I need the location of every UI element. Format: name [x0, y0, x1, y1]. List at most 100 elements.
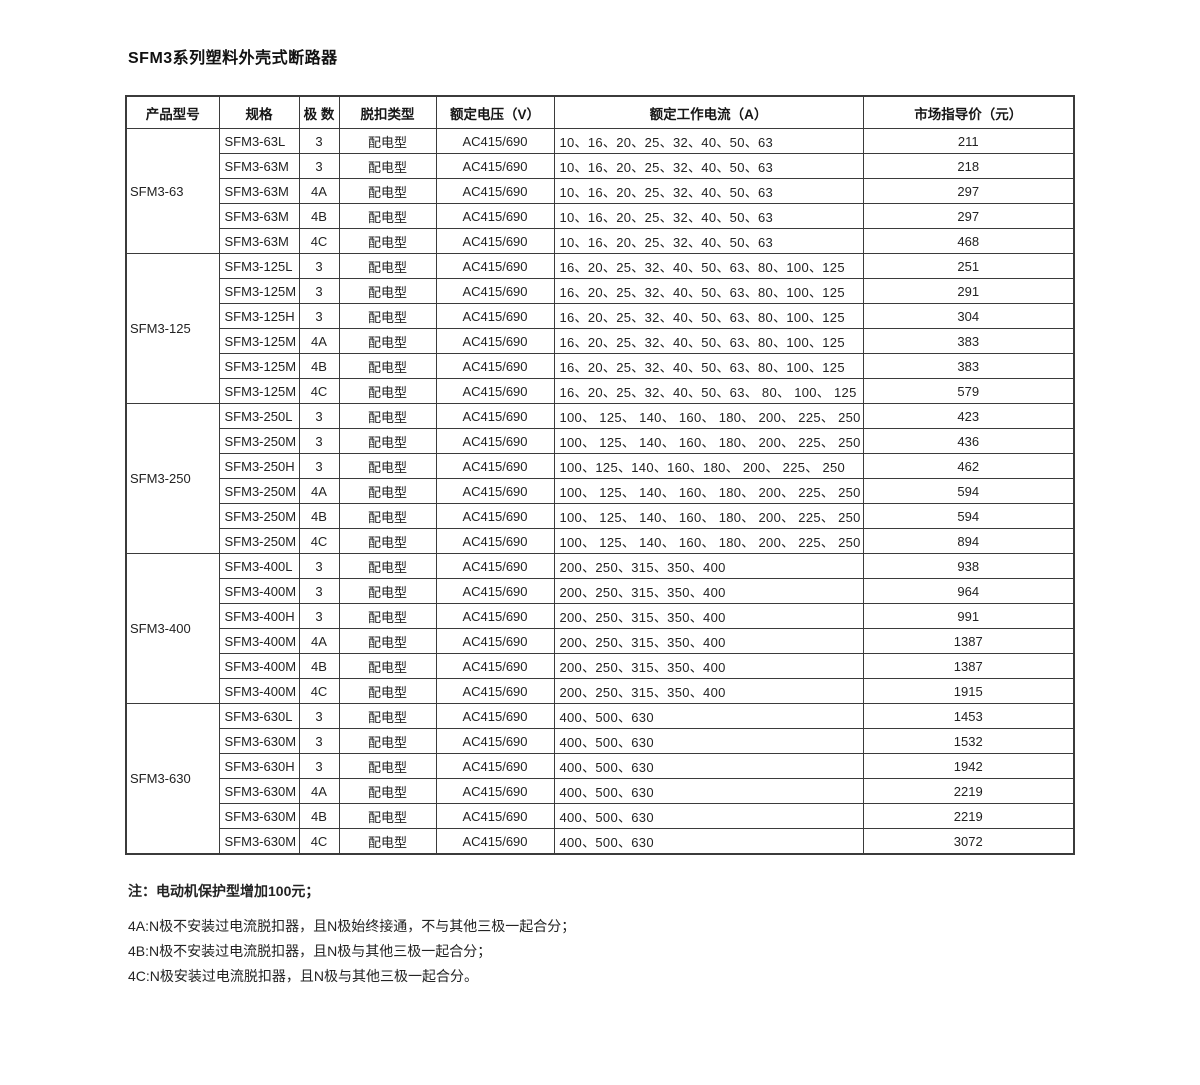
poles-cell: 4A: [298, 328, 340, 354]
current-cell: 100、 125、 140、 160、 180、 200、 225、 250: [553, 478, 864, 504]
current-cell: 400、500、630: [553, 803, 864, 829]
current-cell: 100、 125、 140、 160、 180、 200、 225、 250: [553, 403, 864, 429]
poles-cell: 3: [298, 603, 340, 629]
trip-type-cell: 配电型: [338, 128, 437, 154]
voltage-cell: AC415/690: [435, 678, 555, 704]
voltage-cell: AC415/690: [435, 528, 555, 554]
price-cell: 297: [862, 203, 1075, 229]
voltage-cell: AC415/690: [435, 503, 555, 529]
price-cell: 1453: [862, 703, 1075, 729]
model-cell: SFM3-250: [125, 403, 220, 554]
table-row: SFM3-63 SFM3-63L 3 配电型 AC415/690 10、16、20、25、…: [125, 128, 1075, 254]
price-cell: 383: [862, 353, 1075, 379]
table-row: SFM3-400M 4C 配电型 AC415/690 200、250、315、350、4…: [126, 678, 1075, 704]
current-cell: 100、125、140、160、180、 200、 225、 250: [553, 453, 864, 479]
current-cell: 400、500、630: [553, 728, 864, 754]
spec-cell: SFM3-400M: [218, 653, 300, 679]
current-cell: 10、16、20、25、32、40、50、63: [553, 228, 864, 254]
model-cell: SFM3-63: [125, 128, 220, 254]
trip-type-cell: 配电型: [338, 503, 437, 529]
trip-type-cell: 配电型: [338, 653, 437, 679]
spec-cell: SFM3-63M: [218, 153, 300, 179]
voltage-cell: AC415/690: [435, 728, 555, 754]
trip-type-cell: 配电型: [338, 378, 437, 404]
table-row: SFM3-250M 4B 配电型 AC415/690 100、 125、 140、 16…: [126, 503, 1075, 529]
trip-type-cell: 配电型: [338, 428, 437, 454]
spec-cell: SFM3-400M: [218, 628, 300, 654]
current-cell: 400、500、630: [553, 753, 864, 779]
trip-type-cell: 配电型: [338, 828, 437, 855]
trip-type-cell: 配电型: [338, 753, 437, 779]
col-header-trip-type: 脱扣类型: [338, 95, 437, 129]
voltage-cell: AC415/690: [435, 153, 555, 179]
poles-cell: 4C: [298, 678, 340, 704]
trip-type-cell: 配电型: [338, 628, 437, 654]
table-row: SFM3-630M 3 配电型 AC415/690 400、500、630 1532: [126, 728, 1075, 754]
price-cell: 1532: [862, 728, 1075, 754]
trip-type-cell: 配电型: [338, 778, 437, 804]
current-cell: 200、250、315、350、400: [553, 603, 864, 629]
spec-cell: SFM3-125M: [218, 378, 300, 404]
voltage-cell: AC415/690: [435, 803, 555, 829]
price-cell: 594: [862, 503, 1075, 529]
table-row: SFM3-63M 4A 配电型 AC415/690 10、16、20、25、32、40、…: [126, 178, 1075, 204]
col-header-current: 额定工作电流（A）: [553, 95, 864, 129]
poles-cell: 3: [298, 578, 340, 604]
table-row: SFM3-400M 4B 配电型 AC415/690 200、250、315、350、4…: [126, 653, 1075, 679]
current-cell: 200、250、315、350、400: [553, 653, 864, 679]
price-cell: 1915: [862, 678, 1075, 704]
table-row: SFM3-250M 4A 配电型 AC415/690 100、 125、 140、 16…: [126, 478, 1075, 504]
spec-cell: SFM3-125M: [218, 278, 300, 304]
trip-type-cell: 配电型: [338, 303, 437, 329]
voltage-cell: AC415/690: [435, 253, 555, 279]
voltage-cell: AC415/690: [435, 353, 555, 379]
voltage-cell: AC415/690: [435, 403, 555, 429]
price-cell: 1387: [862, 628, 1075, 654]
price-cell: 991: [862, 603, 1075, 629]
voltage-cell: AC415/690: [435, 478, 555, 504]
current-cell: 10、16、20、25、32、40、50、63: [553, 153, 864, 179]
current-cell: 10、16、20、25、32、40、50、63: [553, 203, 864, 229]
current-cell: 200、250、315、350、400: [553, 678, 864, 704]
current-cell: 100、 125、 140、 160、 180、 200、 225、 250: [553, 503, 864, 529]
trip-type-cell: 配电型: [338, 203, 437, 229]
trip-type-cell: 配电型: [338, 353, 437, 379]
poles-cell: 3: [298, 753, 340, 779]
spec-cell: SFM3-400M: [218, 578, 300, 604]
current-cell: 16、20、25、32、40、50、63、80、100、125: [553, 328, 864, 354]
table-row: SFM3-63M 4C 配电型 AC415/690 10、16、20、25、32、40、…: [126, 228, 1075, 254]
page-title: SFM3系列塑料外壳式断路器: [128, 50, 338, 67]
trip-type-cell: 配电型: [338, 603, 437, 629]
header-row: 产品型号 规格 极 数 脱扣类型 额定电压（V） 额定工作电流（A） 市场指导价…: [125, 95, 1075, 129]
poles-cell: 3: [298, 153, 340, 179]
spec-cell: SFM3-63M: [218, 228, 300, 254]
table-row: SFM3-125M 3 配电型 AC415/690 16、20、25、32、40、50、…: [126, 278, 1075, 304]
spec-cell: SFM3-250M: [218, 503, 300, 529]
poles-cell: 4C: [298, 228, 340, 254]
price-cell: 938: [862, 553, 1075, 579]
table-row: SFM3-630M 4B 配电型 AC415/690 400、500、630 2219: [126, 803, 1075, 829]
table-row: SFM3-630M 4C 配电型 AC415/690 400、500、630 3072: [126, 828, 1075, 855]
price-cell: 304: [862, 303, 1075, 329]
poles-cell: 3: [298, 278, 340, 304]
table-row: SFM3-400 SFM3-400L 3 配电型 AC415/690 200、250、31…: [125, 553, 1075, 704]
current-cell: 200、250、315、350、400: [553, 578, 864, 604]
spec-cell: SFM3-250H: [218, 453, 300, 479]
spec-cell: SFM3-125L: [218, 253, 300, 279]
current-cell: 10、16、20、25、32、40、50、63: [553, 178, 864, 204]
price-table: 产品型号 规格 极 数 脱扣类型 额定电压（V） 额定工作电流（A） 市场指导价…: [125, 95, 1075, 855]
price-cell: 211: [862, 128, 1075, 154]
price-cell: 436: [862, 428, 1075, 454]
voltage-cell: AC415/690: [435, 203, 555, 229]
model-cell: SFM3-630: [125, 703, 220, 855]
spec-cell: SFM3-630M: [218, 803, 300, 829]
poles-cell: 4A: [298, 628, 340, 654]
poles-cell: 3: [298, 453, 340, 479]
col-header-model: 产品型号: [125, 95, 220, 129]
trip-type-cell: 配电型: [338, 228, 437, 254]
current-cell: 16、20、25、32、40、50、63、 80、 100、 125: [553, 378, 864, 404]
spec-cell: SFM3-63M: [218, 178, 300, 204]
note-4c: 4C:N极安装过电流脱扣器，且N极与其他三极一起合分。: [128, 968, 479, 984]
poles-cell: 4A: [298, 178, 340, 204]
